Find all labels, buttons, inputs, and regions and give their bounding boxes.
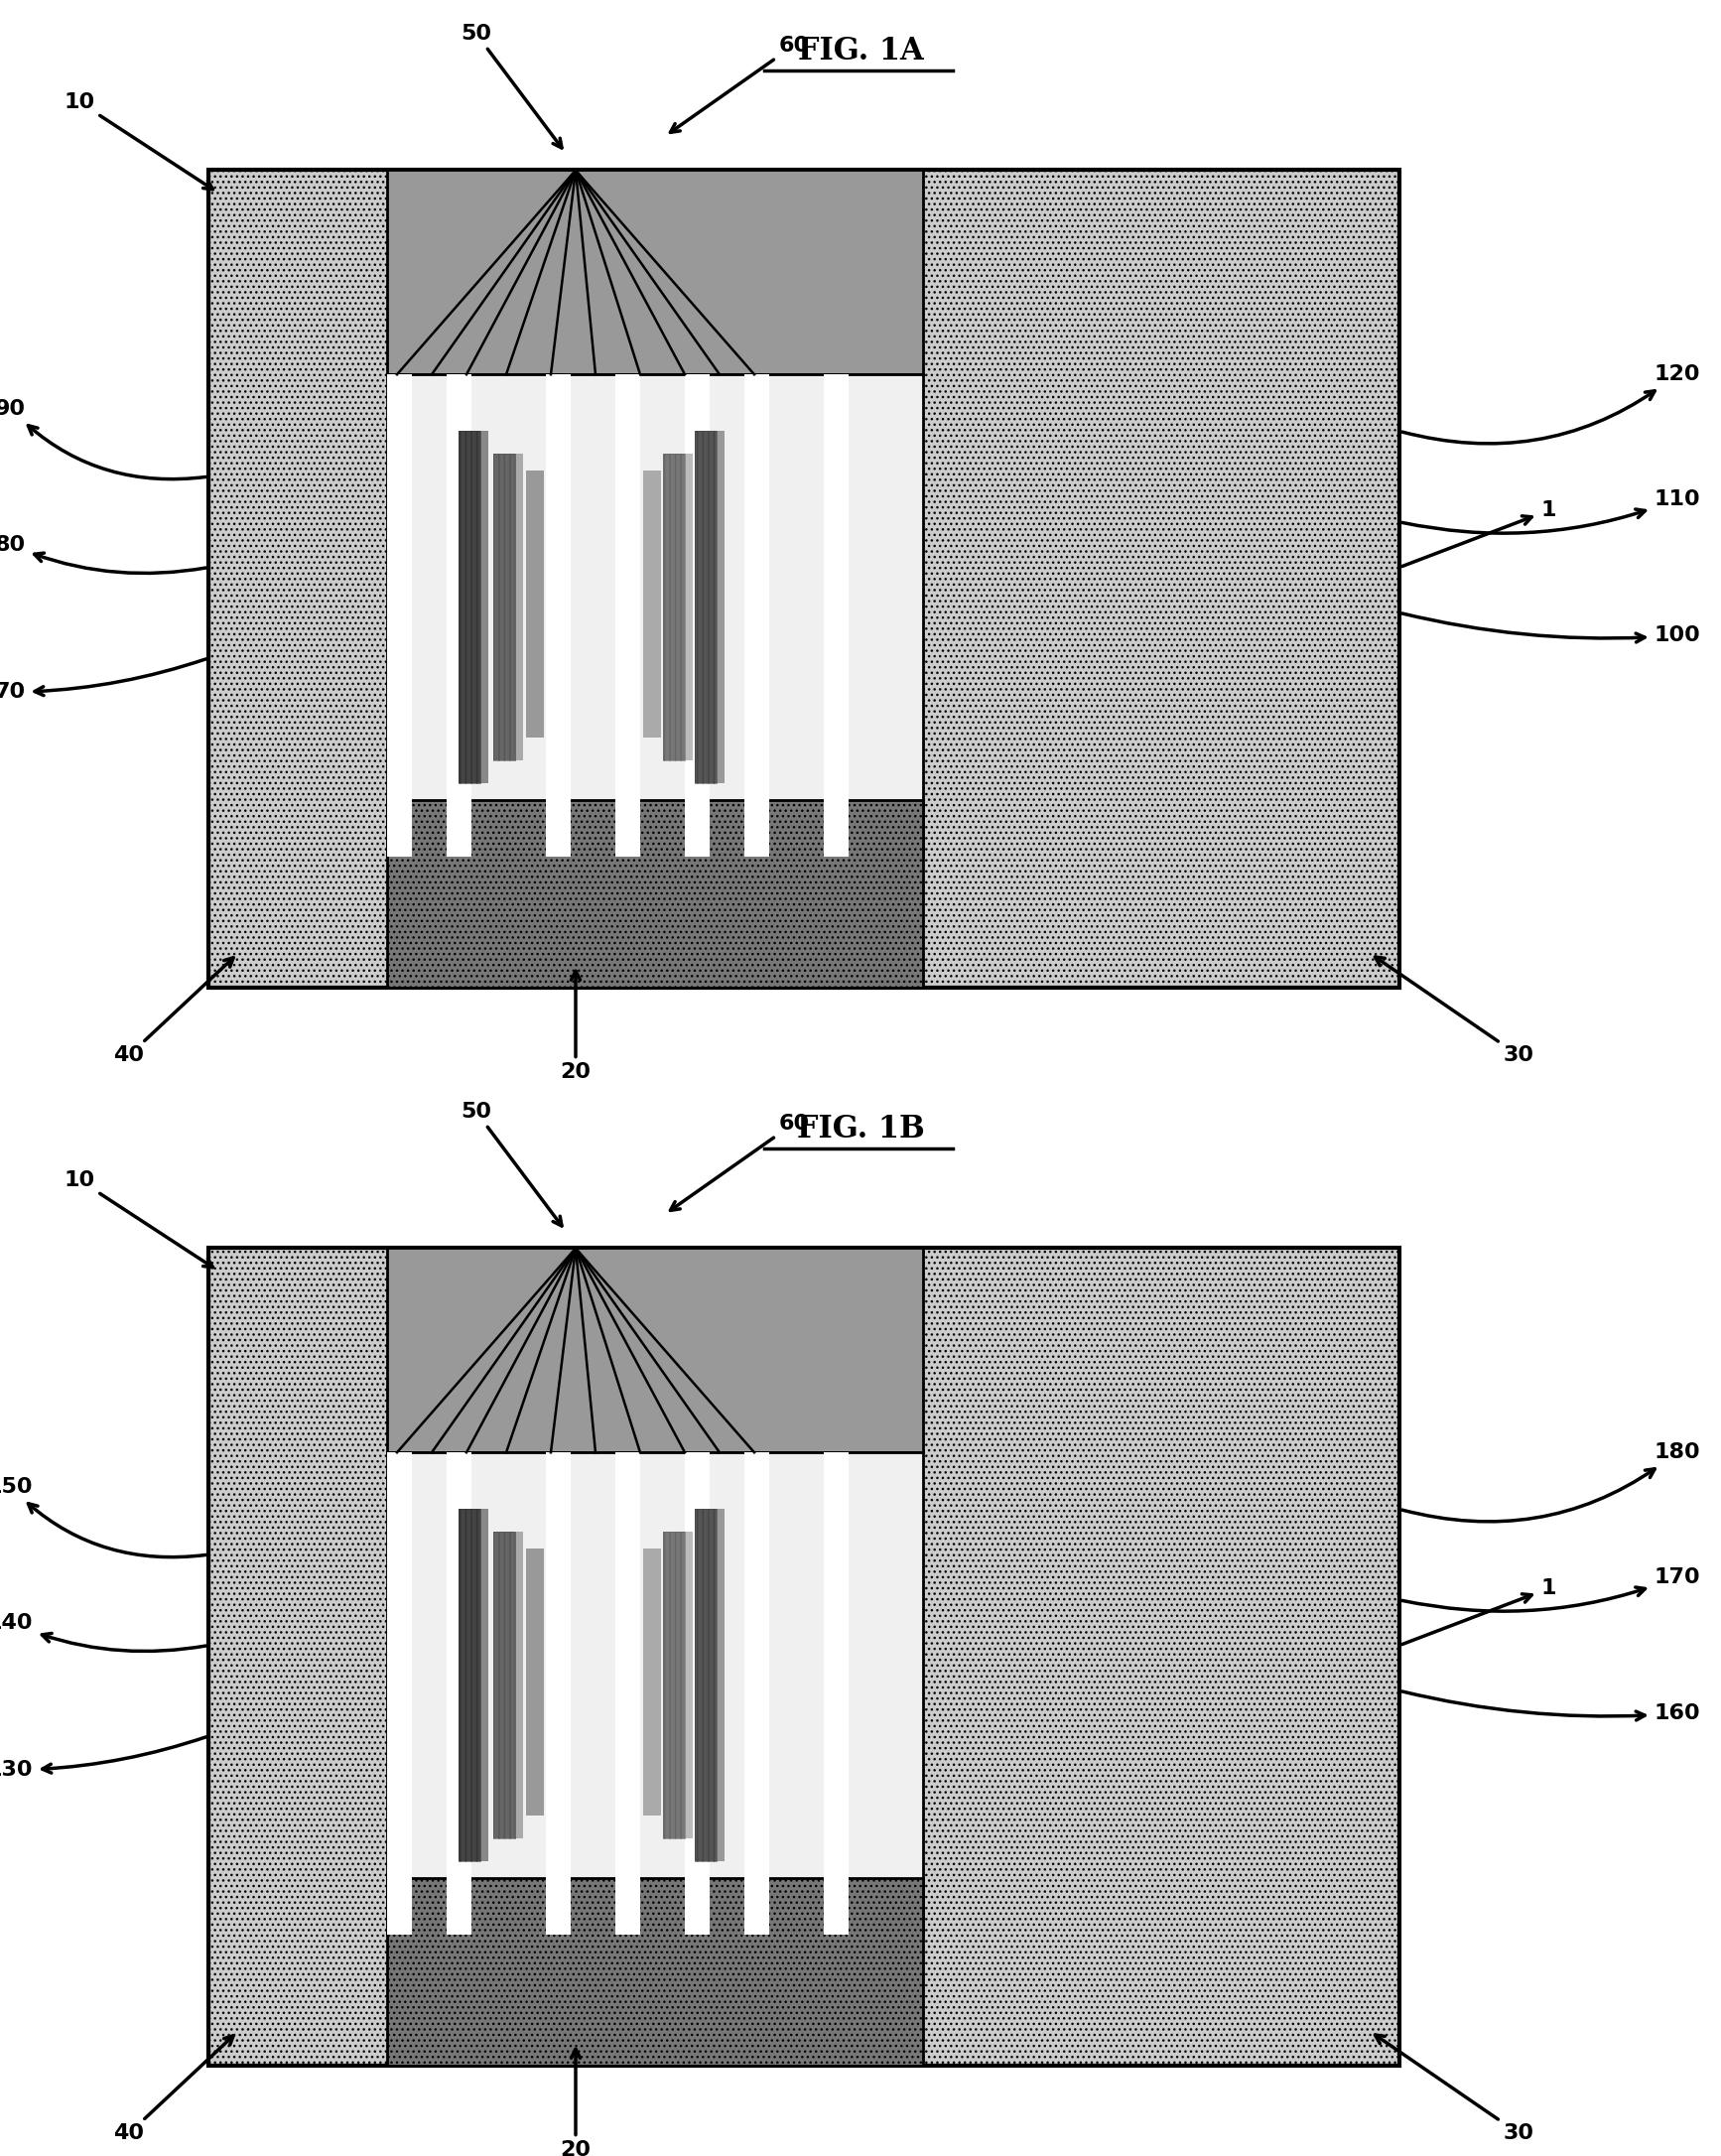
Bar [387, 1453, 411, 1934]
Bar [616, 1453, 640, 1934]
Bar [685, 375, 709, 856]
Text: 40: 40 [114, 2035, 234, 2143]
Bar [663, 455, 685, 761]
Text: 90: 90 [0, 399, 207, 479]
Bar [685, 455, 694, 761]
Text: 50: 50 [461, 1102, 561, 1227]
Text: 60: 60 [671, 34, 809, 132]
Bar [515, 455, 523, 761]
Bar [824, 1453, 848, 1934]
Bar [387, 170, 922, 375]
Text: 110: 110 [1403, 489, 1700, 533]
Text: 50: 50 [461, 24, 561, 149]
Bar [644, 1548, 661, 1815]
Bar [387, 375, 922, 856]
Bar [458, 431, 480, 783]
Bar [494, 455, 515, 761]
Bar [685, 1453, 709, 1934]
Text: 30: 30 [1375, 957, 1533, 1065]
Text: 150: 150 [0, 1477, 207, 1557]
Bar [387, 1248, 922, 1453]
Text: FIG. 1A: FIG. 1A [797, 37, 924, 67]
Text: 140: 140 [0, 1613, 207, 1651]
Bar [685, 1533, 694, 1839]
Bar [644, 470, 661, 737]
Text: 170: 170 [1403, 1567, 1700, 1611]
Bar [515, 1533, 523, 1839]
Bar [546, 1453, 571, 1934]
Text: 10: 10 [64, 93, 213, 190]
Bar [447, 1453, 472, 1934]
Text: 1: 1 [1403, 1578, 1556, 1645]
Text: 20: 20 [561, 970, 590, 1082]
Bar [663, 455, 685, 761]
Bar [663, 1533, 685, 1839]
Bar [480, 1509, 489, 1861]
Bar [387, 1878, 922, 2065]
Bar [458, 1509, 480, 1861]
Text: FIG. 1B: FIG. 1B [797, 1115, 924, 1145]
Bar [480, 431, 489, 783]
Bar [716, 1509, 725, 1861]
Bar [387, 800, 922, 987]
Bar [616, 375, 640, 856]
Bar [494, 1533, 515, 1839]
Bar [745, 1453, 769, 1934]
Text: 100: 100 [1403, 614, 1700, 645]
Bar [663, 1533, 685, 1839]
Bar [494, 455, 515, 761]
Bar [745, 375, 769, 856]
Text: 60: 60 [671, 1112, 809, 1210]
Text: 1: 1 [1403, 500, 1556, 567]
Bar [695, 431, 716, 783]
Bar [387, 375, 411, 856]
Bar [546, 375, 571, 856]
Text: 120: 120 [1403, 364, 1700, 444]
Bar [447, 375, 472, 856]
Bar [208, 170, 1399, 987]
Bar [458, 431, 480, 783]
Bar [208, 1248, 1399, 2065]
Bar [494, 1533, 515, 1839]
Text: 80: 80 [0, 535, 207, 573]
Text: 180: 180 [1403, 1442, 1700, 1522]
Bar [387, 1453, 922, 1934]
Bar [695, 431, 716, 783]
Bar [458, 1509, 480, 1861]
Bar [695, 1509, 716, 1861]
Text: 20: 20 [561, 2048, 590, 2156]
Text: 160: 160 [1403, 1692, 1700, 1723]
Bar [695, 1509, 716, 1861]
Text: 130: 130 [0, 1738, 207, 1781]
Text: 10: 10 [64, 1171, 213, 1268]
Text: 30: 30 [1375, 2035, 1533, 2143]
Bar [527, 470, 544, 737]
Text: 40: 40 [114, 957, 234, 1065]
Bar [527, 1548, 544, 1815]
Text: 70: 70 [0, 660, 207, 703]
Bar [824, 375, 848, 856]
Bar [716, 431, 725, 783]
